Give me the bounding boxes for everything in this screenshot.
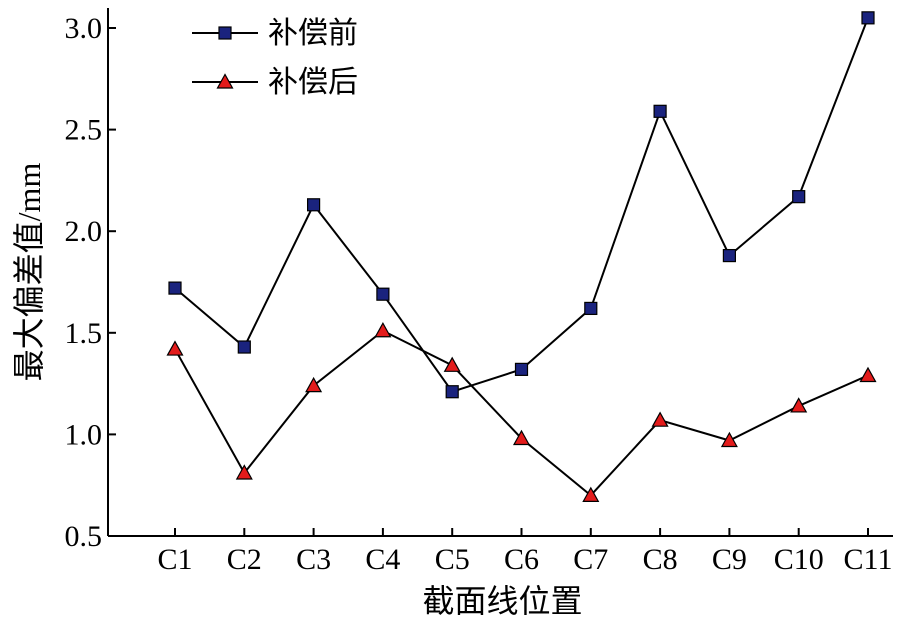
x-tick-label: C5 <box>435 543 470 576</box>
y-tick-label: 2.5 <box>65 114 103 147</box>
legend-marker <box>218 26 232 40</box>
y-axis-label: 最大偏差值/mm <box>11 163 47 382</box>
data-point <box>584 301 598 316</box>
plot-area <box>166 11 877 502</box>
legend-item-2: 补偿后 <box>192 66 358 99</box>
series-2 <box>166 322 877 502</box>
data-point <box>651 411 669 427</box>
data-point <box>790 397 808 413</box>
data-point <box>237 340 251 354</box>
data-point <box>168 281 182 295</box>
data-point <box>166 340 184 356</box>
y-tick-label: 3.0 <box>65 12 103 45</box>
x-tick-label: C2 <box>227 543 262 576</box>
legend-label: 补偿前 <box>268 17 358 50</box>
data-point <box>235 464 253 480</box>
y-tick-label: 2.0 <box>65 215 103 248</box>
data-point <box>722 248 737 263</box>
x-axis-label: 截面线位置 <box>422 583 582 619</box>
data-point <box>861 11 875 25</box>
x-tick-label: C9 <box>712 543 747 576</box>
data-point <box>720 431 738 448</box>
y-tick-label: 0.5 <box>65 520 103 553</box>
data-point <box>307 198 321 212</box>
data-point <box>305 376 323 393</box>
data-point <box>374 322 392 338</box>
y-tick-label: 1.0 <box>65 418 103 451</box>
series-1 <box>168 11 875 399</box>
data-point <box>859 366 877 383</box>
series-line <box>174 329 869 497</box>
data-point <box>445 385 459 399</box>
data-point <box>514 362 529 376</box>
data-point <box>653 104 667 118</box>
x-tick-label: C1 <box>157 543 192 576</box>
data-point <box>443 356 461 372</box>
x-tick-label: C7 <box>573 543 608 576</box>
data-point <box>512 429 531 446</box>
x-tick-label: C4 <box>365 543 400 576</box>
y-tick-label: 1.5 <box>65 317 103 350</box>
x-tick-label: C10 <box>774 543 824 576</box>
x-tick-label: C6 <box>504 543 539 576</box>
x-tick-label: C11 <box>844 543 893 576</box>
legend-label: 补偿后 <box>268 66 358 99</box>
data-point <box>376 287 390 301</box>
data-point <box>792 190 806 204</box>
legend-marker <box>216 73 234 89</box>
data-point <box>582 486 600 502</box>
x-tick-label: C8 <box>643 543 678 576</box>
x-tick-label: C3 <box>296 543 331 576</box>
axes: 0.5 1.0 1.5 2.0 2.5 3.0 C1 C2 C3 C4 C5 C6 C7 C8 C9 C10 C… <box>65 8 893 576</box>
legend-item-1: 补偿前 <box>192 17 358 50</box>
